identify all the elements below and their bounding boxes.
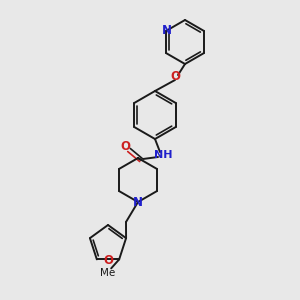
Text: O: O: [170, 70, 180, 83]
Text: N: N: [162, 25, 172, 38]
Text: O: O: [120, 140, 130, 154]
Text: N: N: [133, 196, 143, 208]
Text: Me: Me: [100, 268, 115, 278]
Text: O: O: [103, 254, 113, 267]
Text: NH: NH: [154, 150, 172, 160]
